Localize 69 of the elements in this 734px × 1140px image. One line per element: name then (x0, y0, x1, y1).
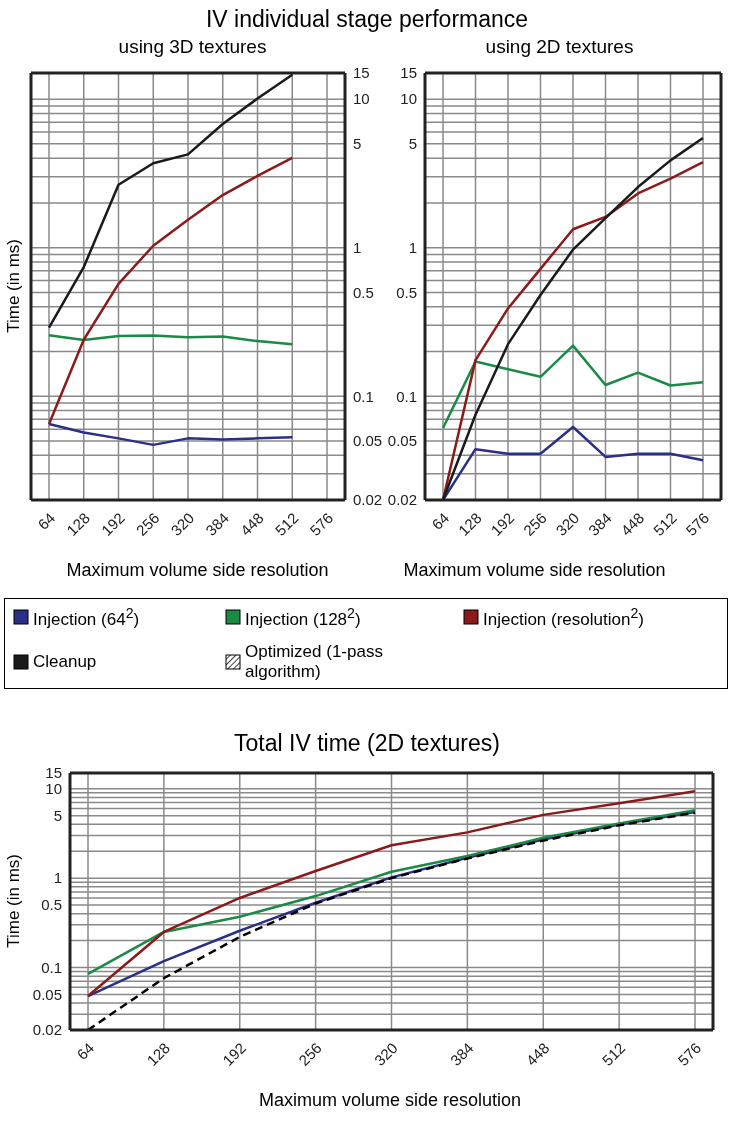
x-tick-label: 448 (522, 1039, 553, 1069)
x-tick-label: 576 (674, 1039, 705, 1069)
text: Optimized (1-pass algorithm) (244, 641, 384, 682)
x-axis-title: Maximum volume side resolution (402, 560, 667, 581)
x-tick-label: 384 (446, 1039, 477, 1069)
x-tick-label: 512 (271, 509, 302, 539)
line-series (47, 422, 294, 447)
x-tick-label: 64 (428, 509, 453, 533)
x-tick-label: 512 (598, 1039, 629, 1069)
x-tick-label: 320 (552, 509, 583, 539)
line-series (47, 156, 294, 426)
x-tick-label: 320 (167, 509, 198, 539)
y-tick-label: 0.5 (396, 283, 417, 301)
y-tick-label: 1 (53, 869, 62, 887)
y-tick-label: 5 (53, 806, 62, 824)
y-tick-label: 0.1 (396, 387, 417, 405)
y-tick-label: 0.05 (32, 985, 62, 1003)
y-tick-label: 10 (353, 90, 370, 108)
legend-label: Injection (128$^{2}$) (245, 605, 361, 630)
x-tick-label: 256 (519, 509, 550, 539)
y-axis-title: Time (in ms) (4, 854, 24, 948)
y-tick-label: 0.1 (353, 387, 374, 405)
y-tick-label: 15 (45, 764, 62, 782)
x-tick-label: 192 (219, 1039, 249, 1069)
legend-label: Cleanup (33, 651, 97, 672)
x-tick-label: 384 (202, 509, 232, 539)
x-tick-label: 128 (454, 509, 485, 539)
x-axis-title: Maximum volume side resolution (65, 560, 330, 581)
x-tick-label: 384 (584, 509, 615, 539)
y-tick-label: 0.5 (41, 896, 62, 914)
y-tick-label: 0.02 (353, 491, 383, 509)
chart-subtitle: using 2D textures (484, 36, 635, 58)
x-tick-label: 256 (132, 509, 163, 539)
y-tick-label: 10 (45, 780, 62, 798)
y-tick-label: 1 (408, 239, 417, 256)
x-tick-label: 192 (97, 509, 128, 539)
y-tick-label: 1 (353, 239, 362, 256)
chart-title: IV individual stage performance (204, 6, 530, 33)
legend-label: Injection (64$^{2}$) (33, 605, 140, 630)
x-tick-label: 576 (306, 509, 337, 539)
y-tick-label: 0.02 (32, 1021, 62, 1039)
line-series (47, 334, 294, 346)
y-tick-label: 0.05 (387, 432, 417, 450)
x-tick-label: 64 (73, 1039, 98, 1063)
x-tick-label: 320 (370, 1039, 401, 1069)
x-tick-label: 256 (295, 1039, 325, 1069)
x-tick-label: 576 (682, 509, 713, 539)
x-tick-label: 512 (649, 509, 680, 539)
legend-label: Injection (resolution$^{2}$) (483, 605, 644, 630)
x-axis-title: Maximum volume side resolution (257, 1090, 523, 1111)
y-tick-label: 5 (408, 135, 417, 153)
y-tick-label: 15 (400, 64, 417, 82)
y-tick-label: 5 (353, 135, 362, 153)
x-tick-label: 448 (236, 509, 267, 539)
line-series (441, 344, 705, 430)
y-tick-label: 15 (353, 64, 370, 82)
chart-title: Total IV time (2D textures) (233, 730, 501, 757)
x-tick-label: 448 (617, 509, 648, 539)
y-tick-label: 0.5 (353, 283, 374, 301)
y-tick-label: 0.05 (353, 432, 383, 450)
y-axis-title: Time (in ms) (4, 239, 24, 333)
x-tick-label: 128 (63, 509, 93, 539)
chart-subtitle: using 3D textures (117, 36, 268, 58)
y-tick-label: 10 (400, 90, 417, 108)
x-tick-label: 192 (487, 509, 518, 539)
x-tick-label: 128 (143, 1039, 174, 1069)
y-tick-label: 0.1 (41, 958, 62, 976)
x-tick-label: 64 (34, 509, 59, 533)
y-tick-label: 0.02 (387, 491, 417, 509)
